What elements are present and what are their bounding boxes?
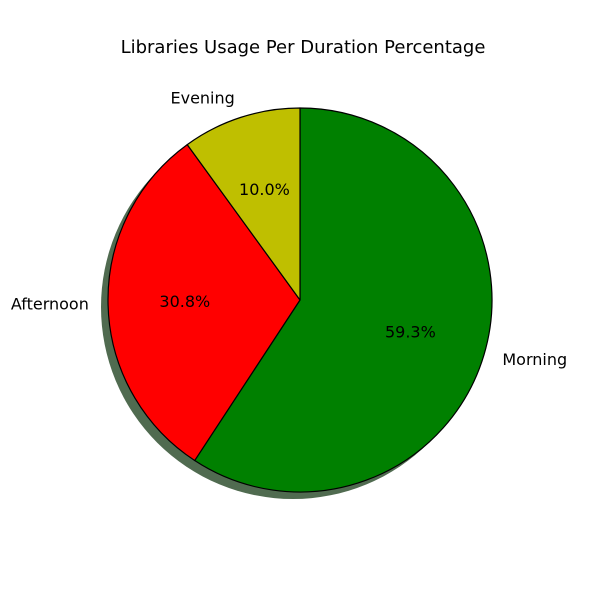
pie-slices [107,107,493,493]
pie-slice-morning [194,107,493,493]
slice-value-label-morning: 59.3% [385,322,436,341]
pie-slice-afternoon [107,144,301,462]
pie-labels: Morning 59.3% Afternoon 30.8% Evening 10.0% [11,89,567,369]
slice-value-label-evening: 10.0% [239,180,290,199]
chart-title: Libraries Usage Per Duration Percentage [121,37,486,58]
slice-label-evening: Evening [170,89,234,108]
slice-value-label-afternoon: 30.8% [159,292,210,311]
pie-slice-evening [186,107,301,301]
slice-label-afternoon: Afternoon [11,294,89,313]
slice-label-morning: Morning [502,350,567,369]
